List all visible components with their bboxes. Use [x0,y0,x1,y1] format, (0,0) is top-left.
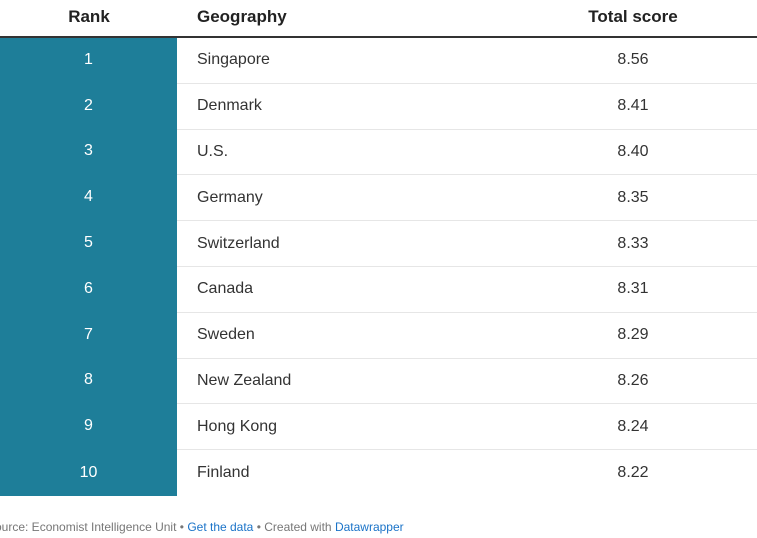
rank-cell: 2 [0,82,177,129]
geography-cell: Denmark [197,97,262,115]
score-cell: 8.33 [617,234,649,252]
table-row: 4 Germany 8.35 [0,174,757,222]
header-geography: Geography [197,7,287,26]
source-text: ource: Economist Intelligence Unit [0,520,177,534]
score-cell: 8.31 [617,280,649,298]
rank-cell: 10 [0,449,177,496]
datawrapper-link[interactable]: Datawrapper [334,520,404,534]
table-row: 2 Denmark 8.41 [0,82,757,130]
footer-credits: ource: Economist Intelligence Unit • Get… [0,520,404,534]
score-cell: 8.35 [617,188,649,206]
rank-cell: 4 [0,174,177,221]
score-cell: 8.22 [617,464,649,482]
geography-cell: Finland [197,464,250,482]
score-cell: 8.41 [617,97,649,115]
geography-cell: Hong Kong [197,417,278,435]
rank-cell: 3 [0,128,177,175]
score-cell: 8.56 [617,51,649,69]
rank-cell: 6 [0,265,177,312]
table-row: 10 Finland 8.22 [0,449,757,496]
separator: • [176,520,188,534]
header-rank: Rank [68,7,110,26]
rank-cell: 8 [0,357,177,404]
geography-cell: Germany [197,188,263,206]
geography-cell: Sweden [197,326,255,344]
rank-cell: 7 [0,311,177,358]
rank-cell: 9 [0,403,177,450]
geography-cell: U.S. [197,142,229,160]
score-cell: 8.24 [617,417,649,435]
separator: • [253,520,265,534]
ranking-table: Rank Geography Total score 1 Singapore 8.5… [0,0,757,496]
table-body: 1 Singapore 8.56 2 Denmark 8.41 3 U.S. 8.40 4 Germ… [0,38,757,496]
rank-cell: 1 [0,38,177,83]
geography-cell: Switzerland [197,234,280,252]
table-row: 8 New Zealand 8.26 [0,357,757,405]
table-header: Rank Geography Total score [0,0,757,38]
rank-cell: 5 [0,220,177,266]
table-row: 6 Canada 8.31 [0,265,757,313]
table-row: 5 Switzerland 8.33 [0,220,757,267]
table-row: 9 Hong Kong 8.24 [0,403,757,451]
score-cell: 8.29 [617,326,649,344]
table-row: 3 U.S. 8.40 [0,128,757,176]
get-data-link[interactable]: Get the data [187,520,254,534]
score-cell: 8.40 [617,142,649,160]
score-cell: 8.26 [617,371,649,389]
table-row: 1 Singapore 8.56 [0,38,757,84]
geography-cell: New Zealand [197,371,292,389]
table-row: 7 Sweden 8.29 [0,311,757,359]
geography-cell: Canada [197,280,254,298]
created-with-text: Created with [264,520,335,534]
header-total-score: Total score [588,7,678,26]
geography-cell: Singapore [197,51,270,69]
